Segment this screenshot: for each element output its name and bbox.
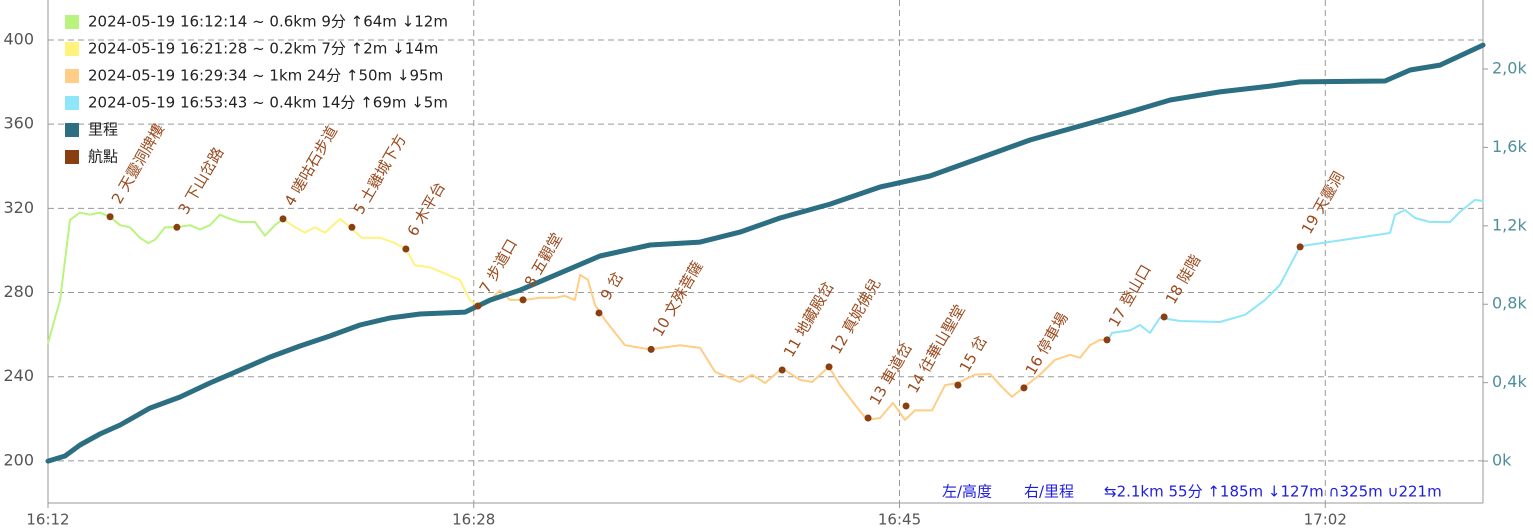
legend-label: 2024-05-19 16:53:43 ~ 0.4km 14分 ↑69m ↓5m (88, 94, 448, 112)
waypoint (647, 345, 655, 353)
waypoint-label: 19 天靈洞 (1298, 168, 1348, 237)
waypoint (1296, 243, 1304, 251)
annotation: 左/高度 (942, 483, 992, 501)
waypoint (348, 223, 356, 231)
y-tick-label: 360 (3, 114, 34, 133)
legend: 2024-05-19 16:12:14 ~ 0.6km 9分 ↑64m ↓12m… (65, 13, 448, 166)
waypoint-label: 15 岔 (956, 333, 991, 376)
legend-swatch (65, 69, 79, 83)
legend-swatch (65, 150, 79, 164)
waypoint (402, 245, 410, 253)
elevation-line (475, 273, 1110, 421)
legend-label: 2024-05-19 16:29:34 ~ 1km 24分 ↑50m ↓95m (88, 67, 443, 85)
waypoint (1160, 313, 1168, 321)
grid: 200 240 280 320 360 400 0k 0,4k 0,8k 1,2k 1,6k 2,0k… (3, 0, 1527, 528)
x-tick-label: 16:12 (26, 511, 69, 528)
y2-tick-label: 1,2k (1492, 215, 1527, 234)
distance-line (45, 42, 1486, 464)
y2-tick-label: 0,4k (1492, 372, 1527, 391)
waypoint-label: 7 步道口 (476, 236, 521, 296)
lines (45, 42, 1486, 464)
waypoint (825, 363, 833, 371)
y-tick-label: 320 (3, 198, 34, 217)
waypoint (279, 215, 287, 223)
legend-swatch (65, 15, 79, 29)
waypoint-label: 3 下山岔路 (175, 144, 228, 217)
waypoint (519, 296, 527, 304)
elevation-line (1107, 198, 1484, 341)
waypoint (173, 223, 181, 231)
waypoint-label: 6 木平台 (404, 179, 449, 239)
y-tick-label: 280 (3, 282, 34, 301)
annotation: 右/里程 (1024, 483, 1074, 501)
y-tick-label: 400 (3, 29, 34, 48)
y2-tick-label: 0k (1492, 451, 1512, 470)
waypoint (1103, 336, 1111, 344)
legend-label: 2024-05-19 16:21:28 ~ 0.2km 7分 ↑2m ↓14m (88, 40, 438, 58)
waypoint-label: 4 嗟咕石步道 (281, 123, 341, 209)
legend-swatch (65, 96, 79, 110)
waypoint-label: 9 岔 (597, 269, 627, 303)
legend-label: 里程 (88, 121, 118, 139)
annotation: ⇆2.1km 55分 ↑185m ↓127m ∩325m ∪221m (1104, 483, 1442, 501)
x-tick-label: 16:45 (878, 511, 921, 528)
waypoint (595, 309, 603, 317)
waypoint (864, 414, 872, 422)
legend-label: 航點 (88, 148, 118, 166)
legend-label: 2024-05-19 16:12:14 ~ 0.6km 9分 ↑64m ↓12m (88, 13, 448, 31)
waypoint-label: 5 土雞城下方 (350, 131, 410, 217)
y2-tick-label: 2,0k (1492, 59, 1527, 78)
waypoint-label: 13 車道岔 (866, 340, 916, 409)
elevation-line (282, 217, 478, 307)
y-tick-label: 200 (3, 450, 34, 469)
x-tick-label: 16:28 (452, 511, 495, 528)
waypoint-label: 17 登山口 (1105, 262, 1155, 331)
waypoint-label: 10 文殊菩薩 (649, 258, 707, 340)
waypoint-label: 18 陡階 (1162, 252, 1205, 308)
waypoint (106, 213, 114, 221)
waypoint (954, 381, 962, 389)
y-tick-label: 240 (3, 366, 34, 385)
waypoint (778, 366, 786, 374)
waypoint (474, 302, 482, 310)
legend-swatch (65, 123, 79, 137)
waypoint (902, 402, 910, 410)
y2-tick-label: 0,8k (1492, 294, 1527, 313)
legend-swatch (65, 42, 79, 56)
waypoint (1020, 384, 1028, 392)
x-tick-label: 17:02 (1304, 511, 1347, 528)
y2-tick-label: 1,6k (1492, 137, 1527, 156)
elevation-line (47, 211, 284, 345)
